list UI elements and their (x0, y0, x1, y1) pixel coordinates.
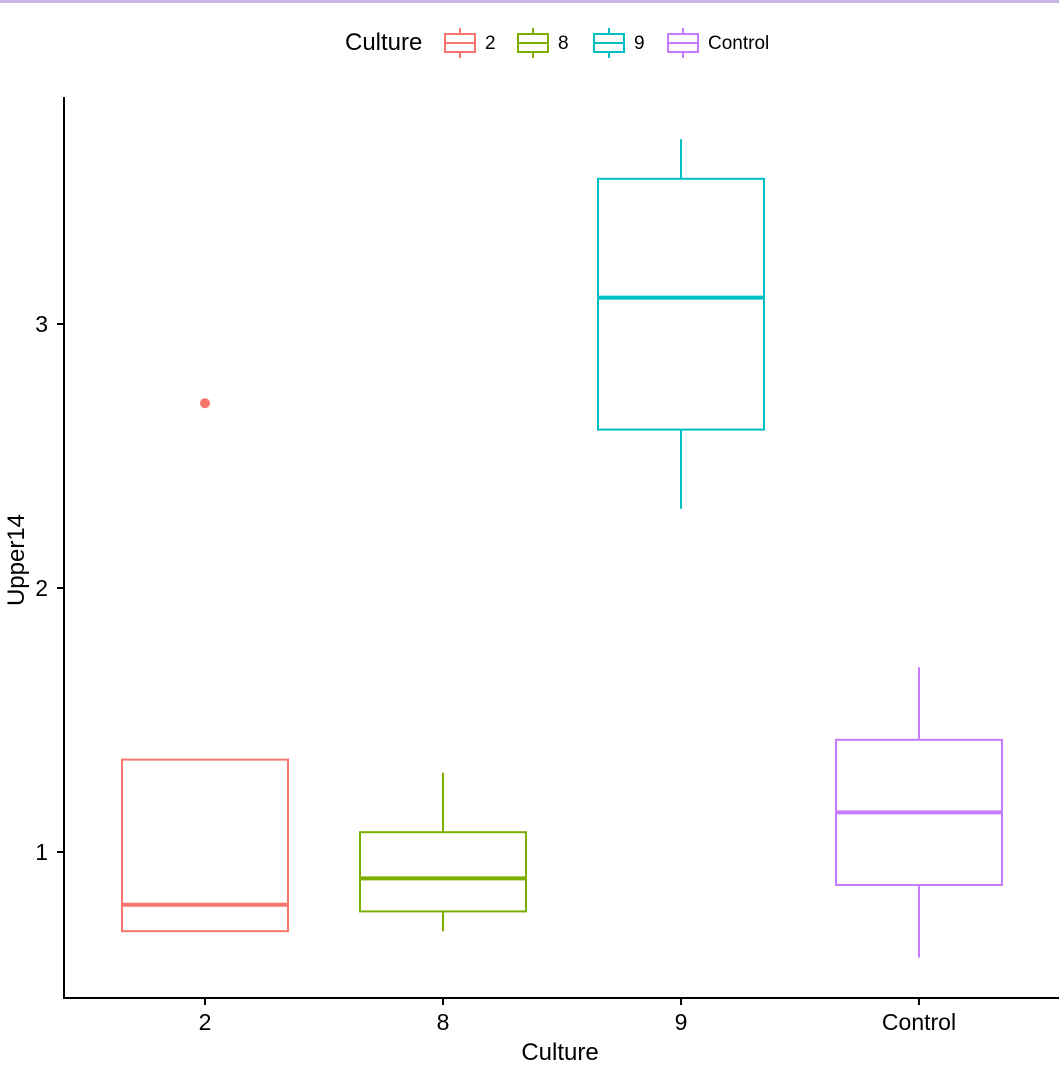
y-tick-label: 2 (35, 575, 48, 601)
box-9 (597, 139, 765, 509)
box-iqr (359, 831, 527, 913)
x-axis-title: Culture (521, 1039, 598, 1066)
box-8 (359, 772, 527, 932)
x-tick-label: 8 (437, 1009, 450, 1035)
legend-item-label: Control (708, 33, 769, 54)
y-axis-title: Upper14 (3, 514, 30, 606)
outlier-point (200, 398, 210, 409)
x-tick-label: 9 (675, 1009, 688, 1035)
legend-item-label: 9 (634, 33, 645, 54)
y-tick-label: 1 (35, 839, 48, 865)
legend-item-label: 8 (558, 33, 569, 54)
plot-area: 1 2 3 2 8 9 Control (35, 97, 1059, 1035)
legend-item-9: 9 (593, 28, 645, 58)
legend-title: Culture (345, 29, 422, 56)
x-tick-label: 2 (199, 1009, 212, 1035)
box-2 (121, 398, 289, 933)
x-tick-label: Control (882, 1009, 956, 1035)
box-control (835, 667, 1003, 958)
legend-item-control: Control (667, 28, 769, 58)
legend-item-label: 2 (485, 33, 496, 54)
box-iqr (121, 758, 289, 933)
legend-item-2: 2 (444, 28, 496, 58)
top-border (0, 0, 1059, 3)
legend: Culture 2 8 9 Control (345, 28, 769, 58)
legend-item-8: 8 (517, 28, 569, 58)
y-tick-label: 3 (35, 311, 48, 337)
box-iqr (597, 177, 765, 431)
